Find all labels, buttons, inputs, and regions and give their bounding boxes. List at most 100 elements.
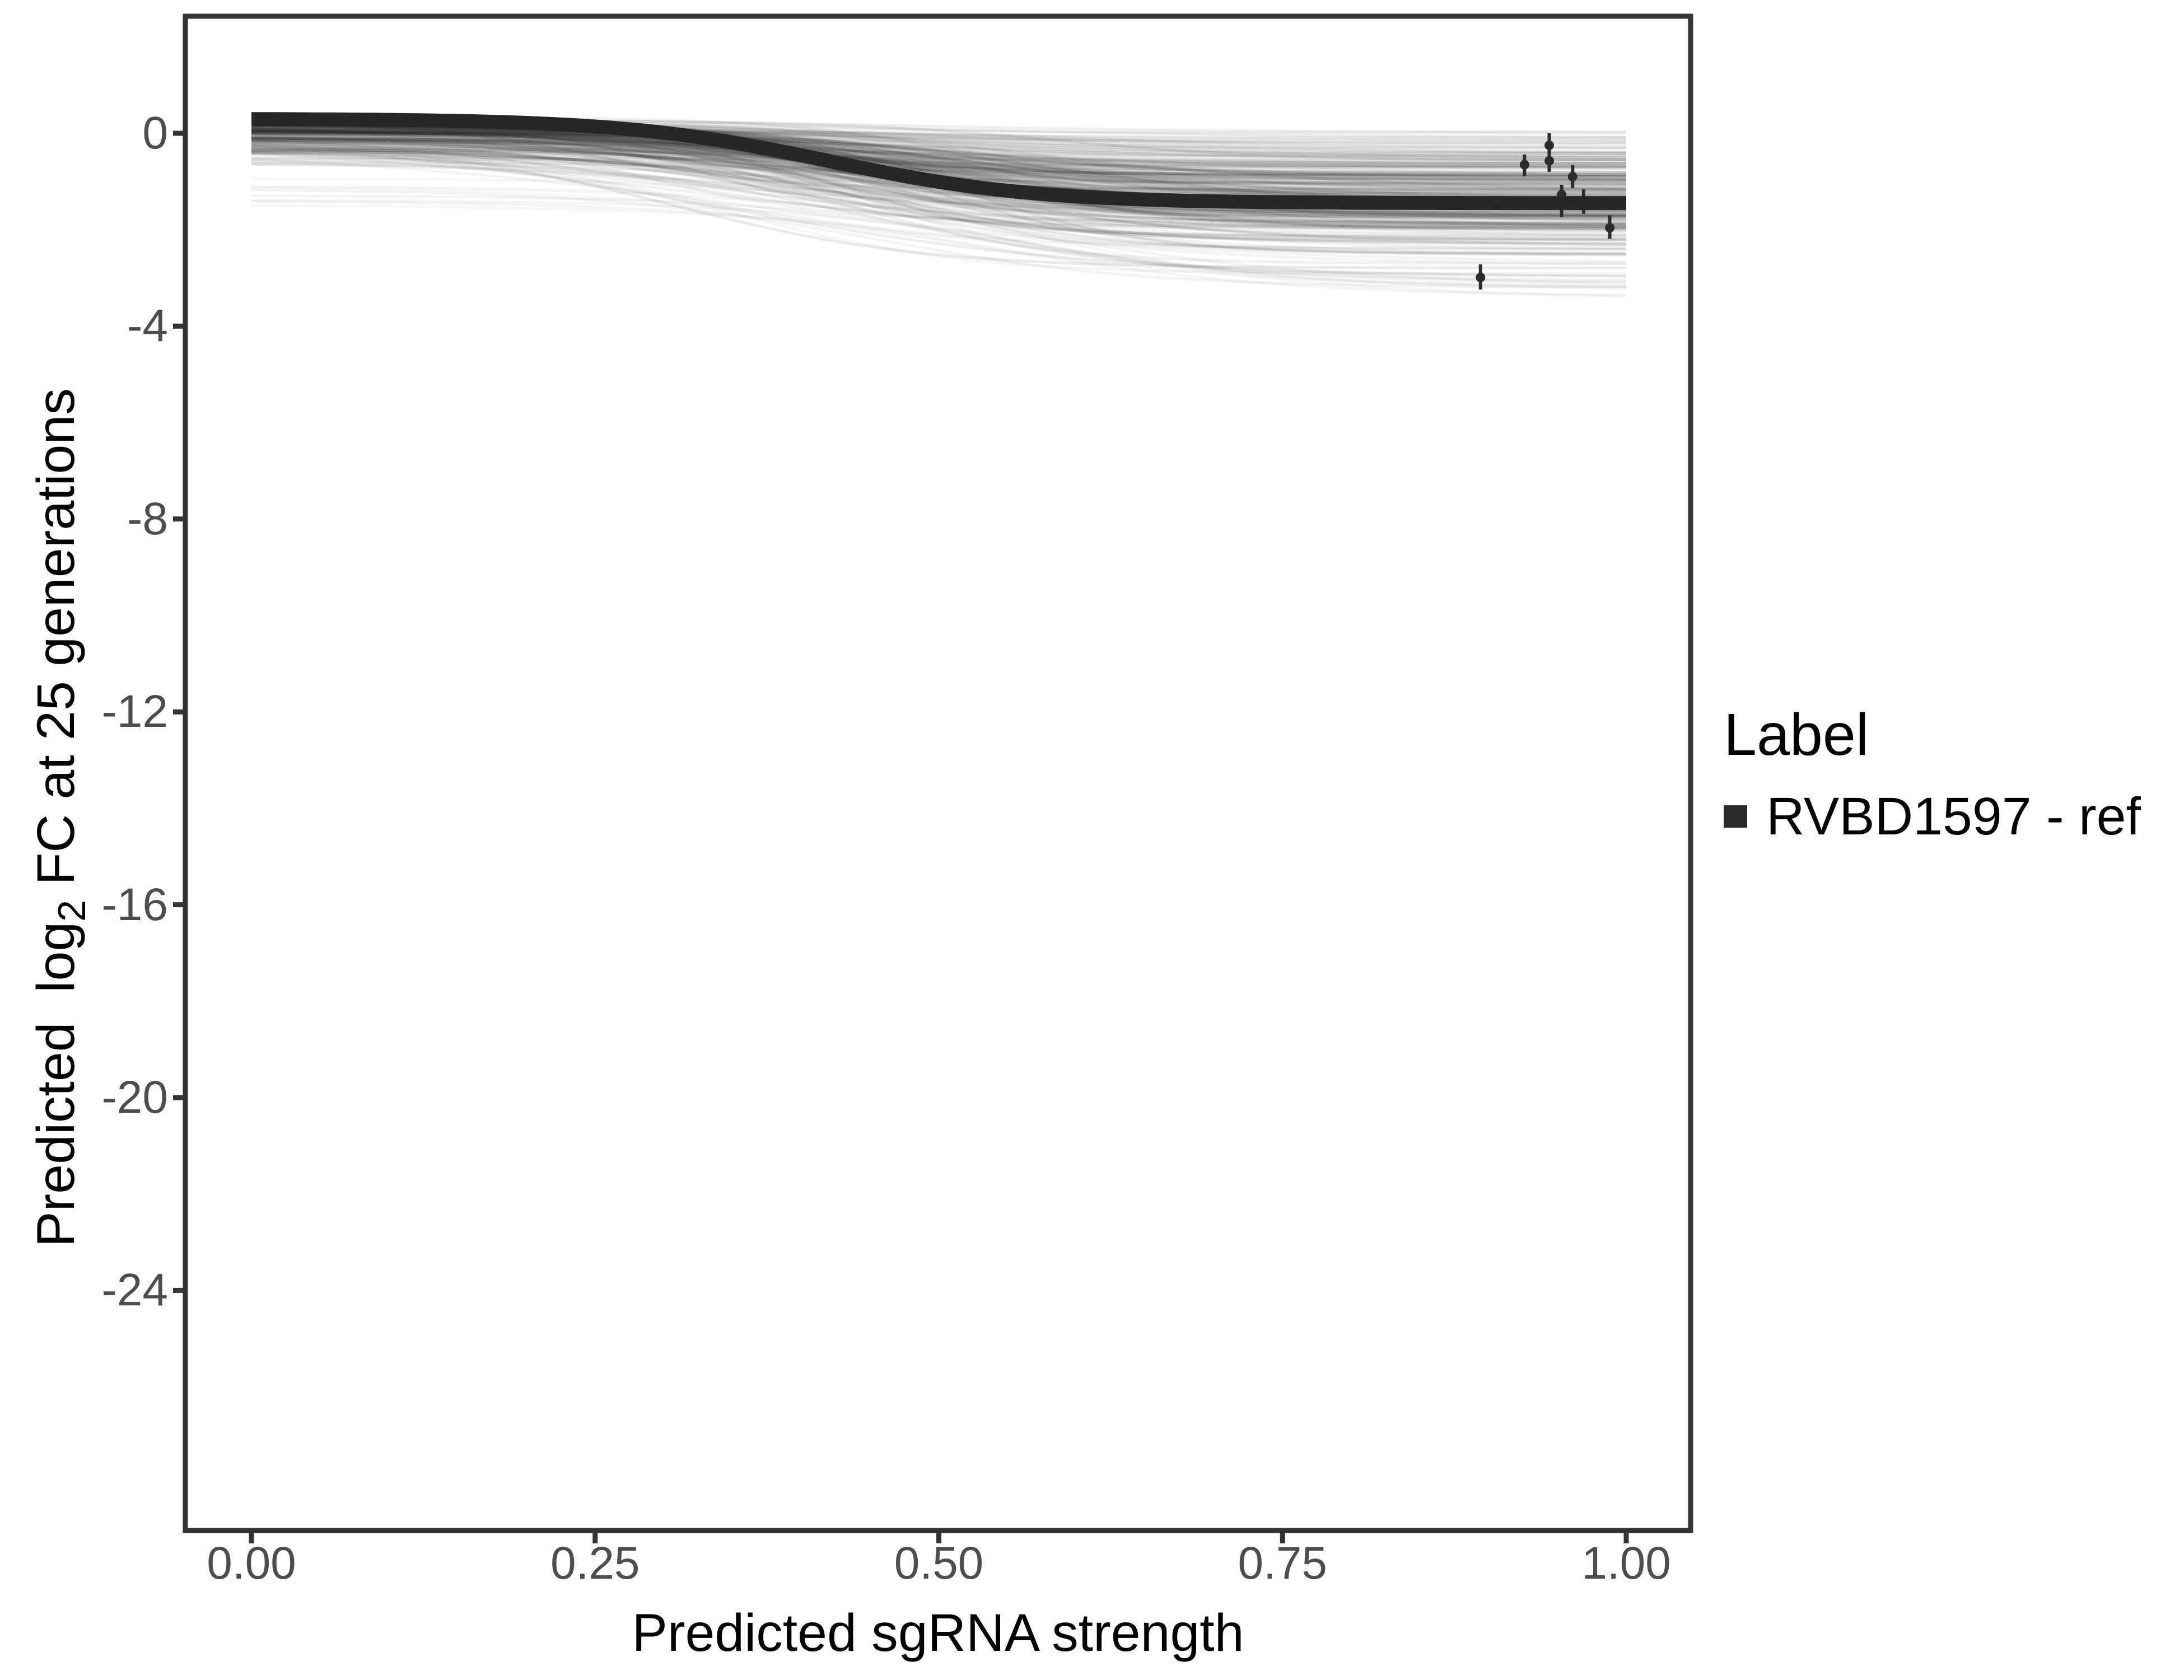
posterior-curve [251, 137, 1627, 176]
posterior-curve [251, 132, 1627, 178]
y-tick-label: -24 [101, 1264, 168, 1316]
posterior-curve [251, 129, 1626, 220]
posterior-curve-outlier [251, 194, 1627, 288]
y-axis-title-subscript: 2 [50, 899, 94, 922]
posterior-curve [251, 135, 1627, 214]
posterior-curve [251, 161, 1627, 230]
posterior-curve [251, 130, 1626, 165]
posterior-curve [251, 148, 1627, 246]
posterior-curve [251, 134, 1626, 150]
posterior-curve [251, 127, 1627, 158]
y-tick-label: -20 [101, 1072, 168, 1123]
posterior-curve [251, 129, 1626, 144]
x-axis-title: Predicted sgRNA strength [632, 1603, 1244, 1663]
posterior-curve [251, 146, 1626, 161]
posterior-curve [251, 138, 1626, 213]
posterior-curve [251, 156, 1627, 218]
posterior-curve [251, 128, 1626, 227]
posterior-curve [251, 148, 1626, 241]
posterior-curve [251, 137, 1627, 178]
legend: Label RVBD1597 - ref [1724, 703, 2141, 846]
posterior-curve [251, 132, 1627, 161]
posterior-curve [251, 128, 1627, 160]
y-tick-label: -4 [127, 300, 168, 352]
data-point [1605, 223, 1615, 233]
y-axis-title-post: FC at 25 generations [26, 388, 86, 900]
posterior-curve [251, 145, 1626, 217]
y-axis-title-pre: Predicted log [26, 921, 86, 1247]
data-point [1544, 156, 1555, 166]
panel-frame [173, 13, 1693, 1543]
y-tick-label: -16 [101, 879, 168, 930]
legend-entry-label: RVBD1597 - ref [1766, 786, 2141, 846]
posterior-curve [251, 133, 1626, 157]
posterior-curve [251, 144, 1627, 187]
posterior-curve [251, 152, 1626, 265]
posterior-curve [251, 126, 1627, 199]
posterior-curve [251, 147, 1627, 190]
posterior-curve [251, 151, 1627, 251]
x-tick-label: 1.00 [1581, 1538, 1671, 1589]
posterior-curve [251, 130, 1626, 181]
posterior-curve [251, 123, 1626, 181]
posterior-curve [251, 127, 1626, 142]
posterior-curve [251, 128, 1627, 191]
posterior-curve [251, 152, 1627, 248]
posterior-curve [251, 158, 1626, 275]
posterior-curve [251, 130, 1626, 181]
posterior-curve [251, 144, 1627, 218]
legend-key-swatch [1724, 805, 1747, 828]
data-point [1476, 272, 1486, 282]
posterior-curve [251, 129, 1626, 176]
reference-curve [251, 112, 1626, 211]
posterior-curve [251, 132, 1626, 170]
y-tick-label: -12 [101, 686, 168, 738]
posterior-curve [251, 133, 1627, 192]
posterior-curve [251, 149, 1627, 226]
posterior-curve [251, 123, 1627, 217]
posterior-curve [251, 130, 1626, 217]
posterior-curve [251, 148, 1627, 236]
posterior-curve [251, 138, 1626, 180]
data-point [1519, 160, 1529, 170]
posterior-curve [251, 128, 1626, 220]
data-point [1567, 171, 1578, 181]
posterior-curve [251, 131, 1626, 185]
posterior-curve [251, 127, 1626, 177]
posterior-curve [251, 132, 1627, 256]
posterior-curve-outlier [251, 189, 1627, 289]
posterior-curve [251, 120, 1626, 228]
posterior-curve [251, 127, 1627, 244]
data-point [1544, 141, 1555, 151]
posterior-curve [251, 127, 1627, 179]
posterior-curve-outlier [251, 200, 1627, 297]
posterior-curve [251, 128, 1627, 238]
posterior-curve [251, 141, 1627, 167]
posterior-curve [251, 158, 1627, 263]
posterior-curve [251, 151, 1627, 213]
posterior-curve [251, 144, 1627, 270]
posterior-curve [251, 162, 1627, 226]
posterior-curve [251, 127, 1627, 265]
x-tick-label: 0.25 [550, 1538, 640, 1589]
posterior-curve [251, 139, 1626, 197]
posterior-curve [251, 137, 1627, 216]
posterior-curve [251, 149, 1626, 226]
posterior-curve [251, 136, 1627, 181]
posterior-curve [251, 136, 1627, 241]
posterior-curve [251, 130, 1626, 190]
posterior-curve [251, 142, 1626, 222]
posterior-curve [251, 138, 1626, 178]
posterior-curve [251, 138, 1627, 220]
posterior-curve [251, 127, 1626, 165]
posterior-curve [251, 143, 1627, 228]
posterior-curve [251, 124, 1627, 233]
posterior-curve [251, 139, 1627, 222]
x-tick-label: 0.75 [1238, 1538, 1328, 1589]
posterior-curve [251, 152, 1627, 216]
posterior-curve [251, 128, 1626, 186]
posterior-curve [251, 134, 1627, 199]
posterior-curve [251, 137, 1627, 217]
posterior-curve-outlier [251, 185, 1627, 284]
posterior-curve [251, 122, 1626, 213]
